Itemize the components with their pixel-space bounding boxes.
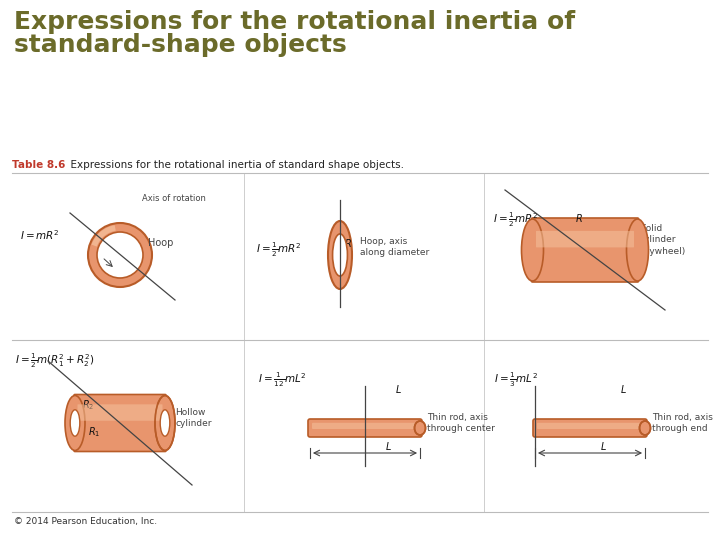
Ellipse shape xyxy=(639,421,650,435)
Text: Axis of rotation: Axis of rotation xyxy=(142,194,206,203)
Bar xyxy=(0,0,720,148)
Bar xyxy=(0,148,720,540)
Text: © 2014 Pearson Education, Inc.: © 2014 Pearson Education, Inc. xyxy=(14,517,157,526)
Ellipse shape xyxy=(65,395,85,450)
Text: $I = \frac{1}{2}mR^2$: $I = \frac{1}{2}mR^2$ xyxy=(493,211,539,229)
Text: standard-shape objects: standard-shape objects xyxy=(14,33,347,57)
Text: Table 8.6: Table 8.6 xyxy=(12,160,66,170)
Text: $I = \frac{1}{2}mR^2$: $I = \frac{1}{2}mR^2$ xyxy=(256,241,302,259)
Ellipse shape xyxy=(71,410,80,436)
Text: Hollow
cylinder: Hollow cylinder xyxy=(175,408,212,428)
Text: $I = \frac{1}{12}mL^2$: $I = \frac{1}{12}mL^2$ xyxy=(258,371,307,389)
FancyBboxPatch shape xyxy=(78,404,163,421)
Text: $R$: $R$ xyxy=(575,212,583,224)
Text: Thin rod, axis
through end: Thin rod, axis through end xyxy=(652,413,713,434)
Ellipse shape xyxy=(160,410,170,436)
FancyBboxPatch shape xyxy=(533,419,647,437)
Ellipse shape xyxy=(333,234,348,276)
Text: $R$: $R$ xyxy=(344,237,352,249)
Text: Expressions for the rotational inertia of standard shape objects.: Expressions for the rotational inertia o… xyxy=(64,160,404,170)
Text: $R_2$: $R_2$ xyxy=(82,398,94,412)
FancyBboxPatch shape xyxy=(312,423,418,429)
Text: Thin rod, axis
through center: Thin rod, axis through center xyxy=(427,413,495,434)
Text: Hoop, axis
along diameter: Hoop, axis along diameter xyxy=(360,237,429,258)
Text: $I = \frac{1}{2}m(R_1^2 + R_2^2)$: $I = \frac{1}{2}m(R_1^2 + R_2^2)$ xyxy=(15,352,94,370)
Ellipse shape xyxy=(328,221,352,289)
FancyBboxPatch shape xyxy=(74,395,166,451)
Text: $R$: $R$ xyxy=(106,254,114,266)
Text: $L$: $L$ xyxy=(600,440,607,452)
FancyBboxPatch shape xyxy=(537,423,643,429)
Ellipse shape xyxy=(626,219,649,281)
Ellipse shape xyxy=(155,395,175,450)
FancyBboxPatch shape xyxy=(308,419,422,437)
Circle shape xyxy=(97,232,143,278)
Text: $R_1$: $R_1$ xyxy=(88,425,100,439)
Ellipse shape xyxy=(521,219,544,281)
Text: $I = mR^2$: $I = mR^2$ xyxy=(20,228,60,242)
Ellipse shape xyxy=(415,421,426,435)
Text: $L$: $L$ xyxy=(385,440,392,452)
Text: $L$: $L$ xyxy=(620,383,627,395)
Text: Solid
cylinder
(flywheel): Solid cylinder (flywheel) xyxy=(640,224,685,256)
Text: $L$: $L$ xyxy=(395,383,402,395)
Text: Expressions for the rotational inertia of: Expressions for the rotational inertia o… xyxy=(14,10,575,34)
Text: $I = \frac{1}{3}mL^2$: $I = \frac{1}{3}mL^2$ xyxy=(494,371,539,389)
FancyBboxPatch shape xyxy=(531,218,639,282)
FancyBboxPatch shape xyxy=(536,231,634,247)
Text: Hoop: Hoop xyxy=(148,238,174,248)
Circle shape xyxy=(88,223,152,287)
